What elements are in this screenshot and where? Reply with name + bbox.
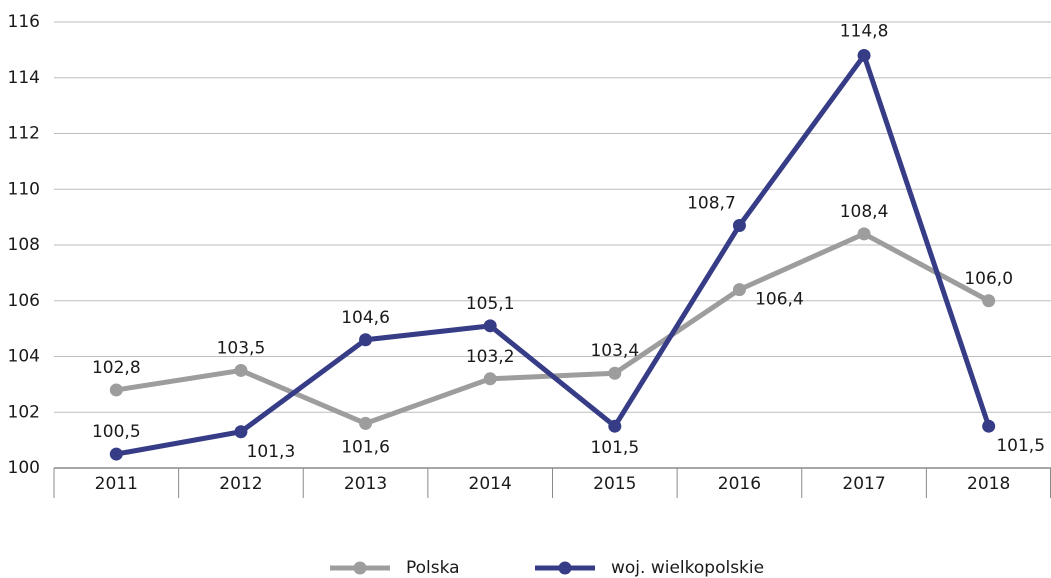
y-tick-label: 104 [8,347,40,367]
point [234,425,248,439]
point [982,419,996,433]
y-tick-label: 112 [8,124,40,144]
x-tick-label: 2018 [967,474,1010,494]
legend-label: Polska [406,558,460,578]
y-tick-label: 100 [8,458,40,478]
point [608,419,622,433]
data-label: 101,3 [247,442,296,462]
x-tick-label: 2017 [842,474,885,494]
y-tick-label: 108 [8,235,40,255]
point [359,333,373,347]
series-line [115,52,992,457]
series-line [115,231,990,426]
legend-label: woj. wielkopolskie [611,558,764,578]
x-tick-label: 2012 [219,474,262,494]
x-tick-label: 2013 [344,474,387,494]
data-label: 101,5 [996,436,1045,456]
y-tick-label: 106 [8,291,40,311]
x-tick-label: 2014 [469,474,512,494]
point [857,48,871,62]
x-tick-label: 2011 [95,474,138,494]
legend-marker [558,561,572,575]
point [857,227,871,241]
y-tick-label: 116 [8,12,40,32]
data-label: 103,5 [217,338,266,358]
data-label: 102,8 [92,358,141,378]
y-tick-label: 102 [8,402,40,422]
point [359,416,373,430]
data-label: 106,4 [755,290,804,310]
data-label: 101,6 [341,437,390,457]
data-label: 106,0 [964,269,1013,289]
point [732,283,746,297]
point [483,319,497,333]
data-label: 108,7 [687,193,736,213]
x-tick-label: 2015 [593,474,636,494]
point [483,372,497,386]
data-label: 103,4 [590,341,639,361]
data-label: 105,1 [466,294,515,314]
point [109,447,123,461]
legend-marker [353,561,367,575]
data-label: 114,8 [840,21,889,41]
point [732,218,746,232]
data-label: 100,5 [92,422,141,442]
point [982,294,996,308]
y-tick-label: 114 [8,68,40,88]
data-label: 103,2 [466,347,515,367]
data-label: 101,5 [590,438,639,458]
data-label: 104,6 [341,308,390,328]
point [109,383,123,397]
y-tick-label: 110 [8,179,40,199]
x-tick-label: 2016 [718,474,761,494]
point [234,363,248,377]
data-label: 108,4 [840,202,889,222]
point [608,366,622,380]
